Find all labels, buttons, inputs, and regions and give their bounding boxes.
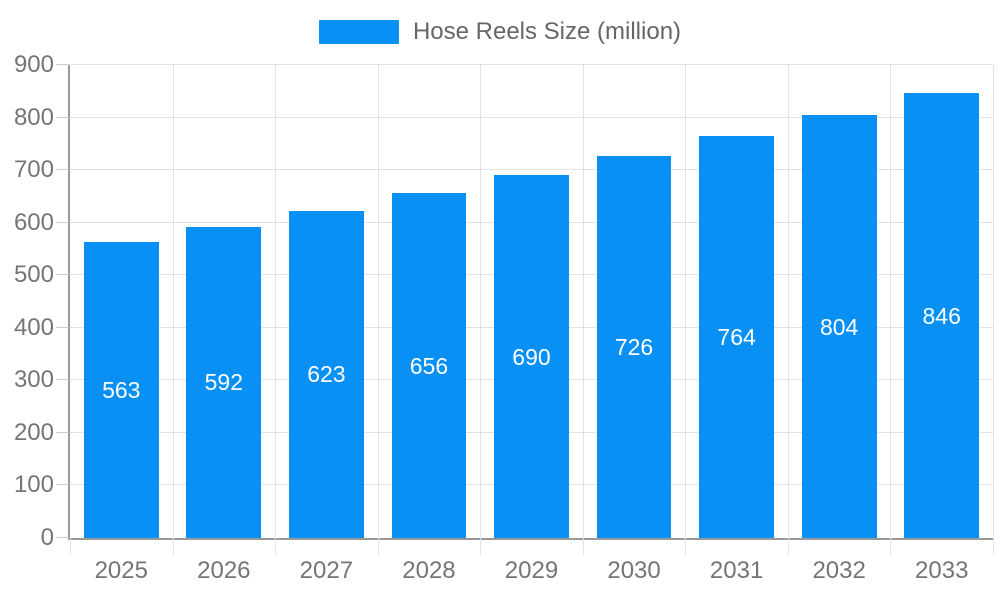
- y-axis-tick: [56, 221, 69, 223]
- legend-swatch-icon: [318, 20, 399, 44]
- bar-value-label: 764: [717, 324, 756, 351]
- y-axis-tick-label: 0: [40, 524, 54, 551]
- gridline-vertical: [890, 65, 892, 538]
- y-axis-tick-label: 900: [13, 51, 54, 78]
- y-axis-tick-label: 300: [13, 366, 54, 394]
- bar-value-label: 726: [614, 334, 654, 361]
- y-axis-tick-label: 400: [13, 313, 54, 341]
- y-axis-tick: [56, 116, 69, 118]
- gridline-vertical: [172, 65, 174, 538]
- gridline-horizontal: [70, 169, 993, 171]
- x-axis-tick: [275, 538, 277, 555]
- legend-label: Hose Reels Size (million): [412, 18, 682, 45]
- y-axis-tick-label: 800: [13, 103, 54, 131]
- x-axis-tick: [377, 538, 379, 555]
- x-axis-line: [68, 538, 993, 540]
- y-axis-line: [68, 65, 70, 540]
- x-axis-tick: [685, 538, 687, 555]
- y-axis-tick-label: 600: [13, 208, 54, 236]
- gridline-vertical: [685, 65, 687, 538]
- y-axis-tick: [56, 326, 69, 328]
- x-axis-category-label: 2028: [402, 557, 456, 584]
- gridline-horizontal: [70, 64, 993, 65]
- bar-2025[interactable]: 563: [83, 242, 159, 538]
- y-axis-tick: [56, 274, 69, 276]
- y-axis-tick-label: 500: [13, 261, 54, 289]
- gridline-vertical: [275, 65, 277, 538]
- gridline-vertical: [582, 65, 584, 538]
- y-axis-tick-label: 200: [13, 418, 54, 446]
- x-axis-tick: [480, 538, 482, 555]
- x-axis-category-label: 2026: [197, 557, 251, 584]
- x-axis-category-label: 2027: [299, 557, 354, 584]
- gridline-horizontal: [70, 116, 993, 118]
- y-axis-tick: [56, 484, 69, 486]
- legend[interactable]: Hose Reels Size (million): [0, 19, 1000, 45]
- bar-value-label: 690: [512, 343, 551, 370]
- x-axis-tick: [787, 538, 789, 555]
- y-axis-tick: [56, 169, 69, 171]
- x-axis-category-label: 2029: [504, 557, 559, 584]
- x-axis-tick: [70, 538, 71, 555]
- x-axis-tick: [993, 538, 994, 555]
- bar-2028[interactable]: 656: [391, 193, 467, 538]
- bar-2033[interactable]: 846: [904, 93, 980, 538]
- bar-2032[interactable]: 804: [801, 115, 877, 538]
- y-axis-tick: [56, 64, 69, 65]
- bar-2027[interactable]: 623: [288, 210, 364, 538]
- bar-2026[interactable]: 592: [186, 226, 262, 538]
- x-axis-category-label: 2031: [709, 557, 764, 584]
- x-axis-category-label: 2033: [915, 557, 969, 584]
- bar-value-label: 623: [307, 361, 346, 388]
- gridline-vertical: [377, 65, 379, 538]
- bar-value-label: 846: [922, 302, 961, 329]
- bar-value-label: 656: [409, 352, 449, 379]
- x-axis-category-label: 2025: [94, 557, 148, 584]
- bar-value-label: 592: [204, 369, 243, 396]
- y-axis-tick-label: 100: [13, 471, 54, 499]
- y-axis-tick-label: 700: [13, 156, 54, 184]
- x-axis-tick: [890, 538, 892, 555]
- plot-area: 0 100 200 300 400 500 600 700 800 900 2025 2026 202…: [14, 53, 994, 584]
- y-axis-tick: [56, 379, 69, 381]
- bar-value-label: 563: [102, 377, 141, 404]
- x-axis-category-label: 2030: [607, 557, 661, 584]
- y-axis-tick: [56, 537, 69, 538]
- gridline-vertical: [787, 65, 789, 538]
- x-axis-tick: [172, 538, 174, 555]
- gridline-vertical: [993, 65, 994, 538]
- bar-2030[interactable]: 726: [596, 156, 672, 538]
- x-axis-tick: [582, 538, 584, 555]
- y-axis-tick: [56, 431, 69, 433]
- bar-2029[interactable]: 690: [494, 175, 569, 538]
- bar-2031[interactable]: 764: [699, 136, 775, 538]
- gridline-vertical: [480, 65, 482, 538]
- bar-value-label: 804: [819, 313, 859, 340]
- x-axis-category-label: 2032: [812, 557, 866, 584]
